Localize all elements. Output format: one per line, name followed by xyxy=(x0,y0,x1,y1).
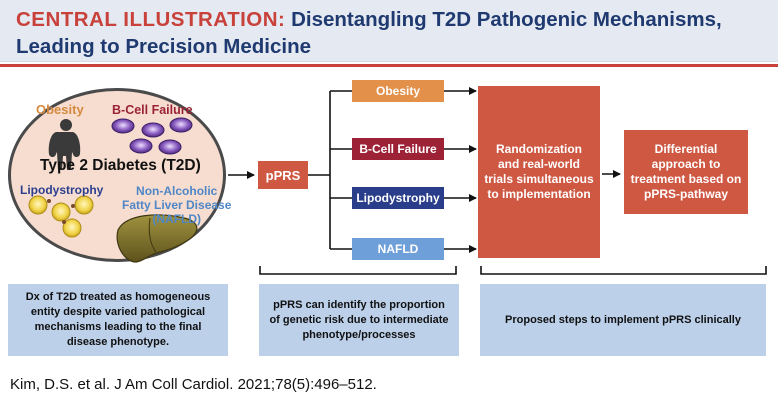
circle-label-obesity: Obesity xyxy=(36,102,84,117)
circle-label-beta-cell: B-Cell Failure xyxy=(112,103,193,117)
fat-cell-icon xyxy=(28,195,94,238)
pprs-box: pPRS xyxy=(258,161,308,189)
beta-cell-icon xyxy=(111,117,193,155)
randomization-box: Randomization and real-world trials simu… xyxy=(478,86,600,258)
header-divider xyxy=(0,64,778,67)
liver-icon xyxy=(116,214,198,263)
header-title-part-1: Disentangling T2D Pathogenic Mechanisms, xyxy=(291,8,722,31)
info-box-pprs: pPRS can identify the proportion of gene… xyxy=(259,284,459,356)
circle-label-nafld: Non-Alcoholic Fatty Liver Disease (NAFLD… xyxy=(122,184,231,226)
circle-label-lipodystrophy: Lipodystrophy xyxy=(20,183,104,197)
differential-approach-box: Differential approach to treatment based… xyxy=(624,130,748,214)
header-title-part-2: Leading to Precision Medicine xyxy=(16,35,312,58)
citation: Kim, D.S. et al. J Am Coll Cardiol. 2021… xyxy=(10,376,377,393)
bracket-left xyxy=(259,266,457,275)
branch-beta-cell-failure: B-Cell Failure xyxy=(352,138,444,160)
central-illustration-label: CENTRAL ILLUSTRATION: xyxy=(16,8,286,31)
info-box-diagnosis: Dx of T2D treated as homogeneous entity … xyxy=(8,284,228,356)
bracket-right xyxy=(480,266,767,275)
branch-lipodystrophy: Lipodystrophy xyxy=(352,187,444,209)
nafld-line-3: (NAFLD) xyxy=(152,212,202,226)
nafld-line-1: Non-Alcoholic xyxy=(136,184,218,198)
person-silhouette-icon xyxy=(48,119,81,170)
branch-nafld: NAFLD xyxy=(352,238,444,260)
nafld-line-2: Fatty Liver Disease xyxy=(122,198,232,212)
branch-obesity: Obesity xyxy=(352,80,444,102)
info-box-implementation: Proposed steps to implement pPRS clinica… xyxy=(480,284,766,356)
header-banner: CENTRAL ILLUSTRATION: Disentangling T2D … xyxy=(0,0,778,62)
circle-label-t2d: Type 2 Diabetes (T2D) xyxy=(40,157,201,174)
header-line-1: CENTRAL ILLUSTRATION: Disentangling T2D … xyxy=(16,6,762,33)
